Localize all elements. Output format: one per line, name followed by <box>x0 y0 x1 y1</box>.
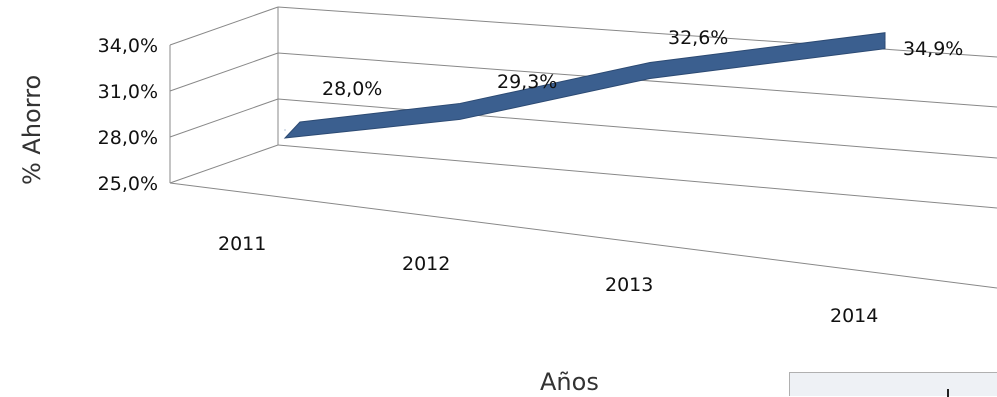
data-point <box>459 110 461 112</box>
left-wall-gridline <box>169 6 279 46</box>
x-category-label: 2014 <box>830 305 878 327</box>
data-point <box>884 40 886 42</box>
y-tick-labels: 25,0% 28,0% 31,0% 34,0% <box>98 35 158 195</box>
data-label: 28,0% <box>322 78 382 100</box>
data-labels: 28,0% 29,3% 32,6% 34,9% <box>322 27 963 100</box>
x-category-label: 2013 <box>605 274 653 296</box>
left-wall-gridline <box>169 52 279 92</box>
data-label: 34,9% <box>903 38 963 60</box>
x-category-label: 2011 <box>218 233 266 255</box>
gridline <box>277 6 997 58</box>
x-axis-title: Años <box>540 368 599 396</box>
y-tick-label: 28,0% <box>98 127 158 149</box>
legend-box <box>789 372 997 397</box>
data-label: 29,3% <box>497 71 557 93</box>
left-wall-gridline <box>169 144 279 184</box>
y-tick-label: 31,0% <box>98 81 158 103</box>
gridline <box>277 144 997 209</box>
left-wall-gridline <box>169 98 279 138</box>
x-category-label: 2012 <box>402 253 450 275</box>
y-axis-title: % Ahorro <box>18 75 46 185</box>
data-point <box>649 69 651 71</box>
y-tick-label: 25,0% <box>98 173 158 195</box>
data-point <box>284 129 286 131</box>
gridline <box>277 98 997 159</box>
series-line <box>283 32 886 139</box>
legend-marker <box>947 389 949 397</box>
data-label: 32,6% <box>668 27 728 49</box>
x-category-labels: 2011 2012 2013 2014 <box>218 233 878 327</box>
y-tick-label: 34,0% <box>98 35 158 57</box>
floor-front-edge <box>169 182 997 289</box>
series-ribbon <box>283 32 886 139</box>
